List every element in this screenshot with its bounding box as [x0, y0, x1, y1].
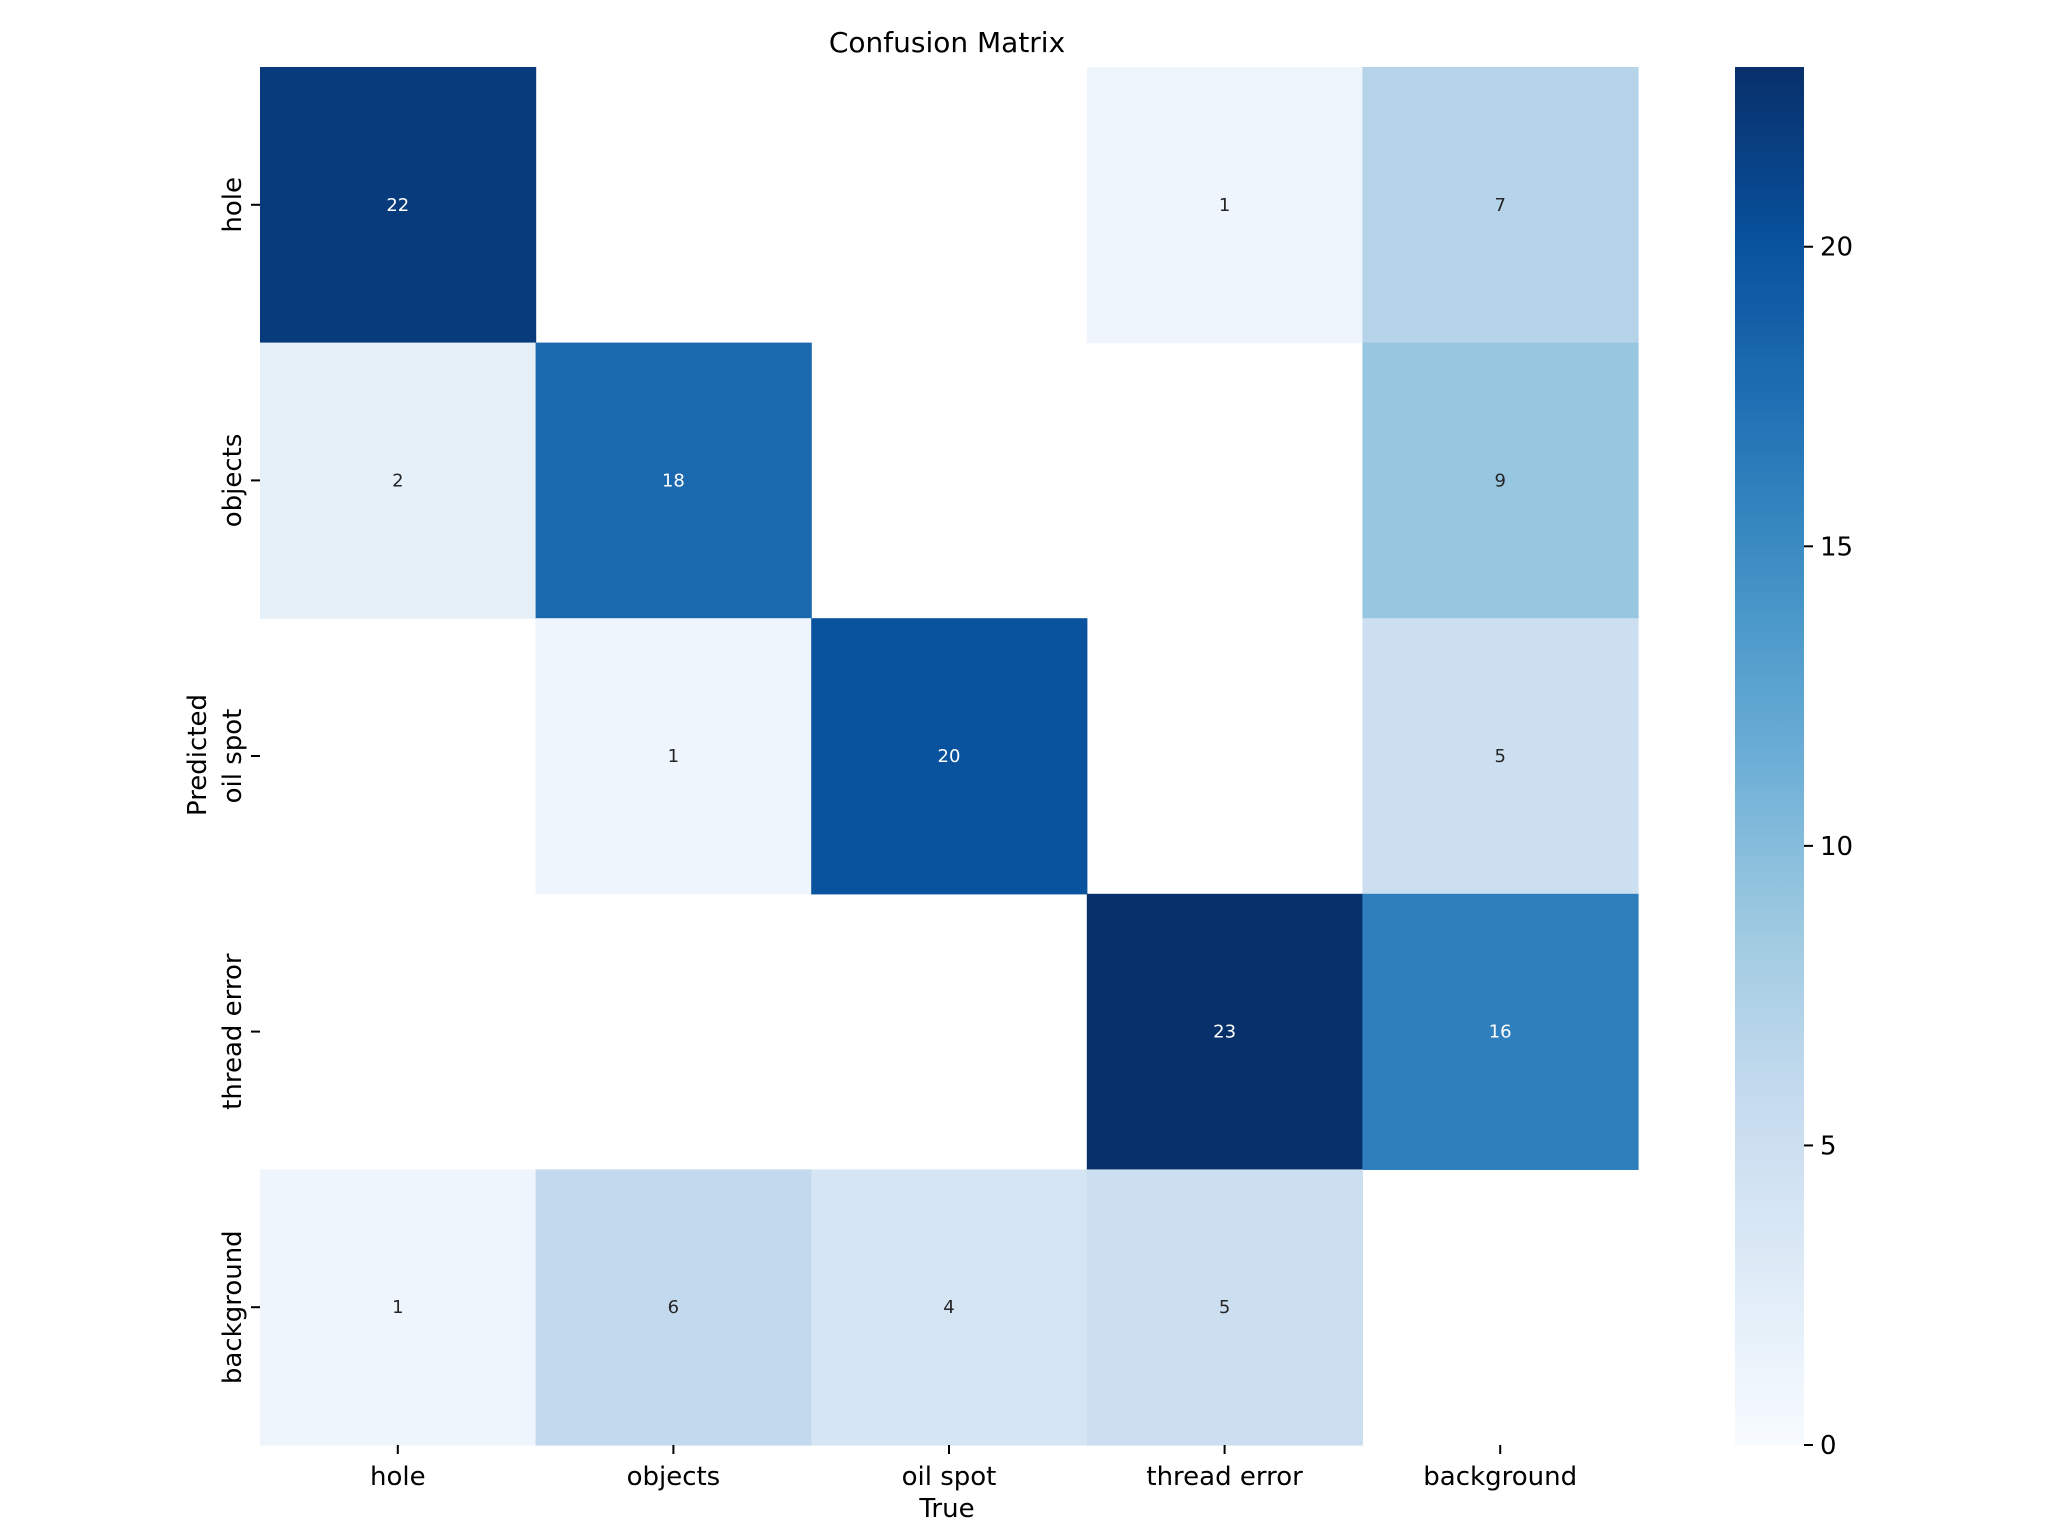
- x-tick-label-3: thread error: [1146, 1462, 1303, 1492]
- x-tick-label-1: objects: [627, 1462, 721, 1492]
- colorbar-tick-label-1: 5: [1820, 1131, 1837, 1161]
- colorbar-tick-label-4: 20: [1820, 233, 1853, 263]
- x-axis-label: True: [918, 1494, 974, 1524]
- heatmap-cell-r0-c0: [260, 67, 537, 344]
- heatmap-cell-labels: 22 1 72 18 91 20 523 161 6 4 5: [386, 195, 1511, 1318]
- x-tick-label-2: oil spot: [902, 1462, 997, 1492]
- x-axis-ticks: hole objects oil spot thread error backgroun…: [370, 1445, 1577, 1492]
- colorbar: 0 5 10 15 20: [1735, 67, 1853, 1461]
- x-tick-label-0: hole: [370, 1462, 426, 1492]
- heatmap-cell-r4-c2: [811, 1169, 1088, 1446]
- cell-value-label-r3-c3: 23: [1213, 1022, 1236, 1043]
- heatmap-cell-r3-c3: [1086, 893, 1363, 1170]
- heatmap-cell-r2-c2: [811, 618, 1088, 895]
- cell-value-label-r0-c0: 22: [386, 195, 409, 216]
- y-tick-label-3: thread error: [218, 953, 248, 1110]
- heatmap-cell-r1-c1: [535, 342, 812, 619]
- cell-value-label-r2-c4: 5: [1494, 746, 1505, 767]
- chart-title: Confusion Matrix: [829, 26, 1065, 59]
- heatmap-cell-r2-c1: [535, 618, 812, 895]
- heatmap-cell-r4-c1: [535, 1169, 812, 1446]
- y-axis-label: Predicted: [183, 694, 213, 816]
- heatmap-cell-r0-c3: [1086, 67, 1363, 344]
- heatmap-cell-r4-c3: [1086, 1169, 1363, 1446]
- cell-value-label-r3-c4: 16: [1489, 1022, 1512, 1043]
- cell-value-label-r2-c1: 1: [668, 746, 679, 767]
- y-tick-label-2: oil spot: [218, 709, 248, 804]
- cell-value-label-r2-c2: 20: [938, 746, 961, 767]
- cell-value-label-r1-c0: 2: [392, 470, 403, 491]
- cell-value-label-r4-c2: 4: [943, 1297, 954, 1318]
- heatmap-cell-r0-c4: [1362, 67, 1639, 344]
- x-tick-label-4: background: [1423, 1462, 1577, 1492]
- heatmap-cell-r2-c4: [1362, 618, 1639, 895]
- colorbar-gradient: [1735, 67, 1804, 1445]
- heatmap-cell-r1-c4: [1362, 342, 1639, 619]
- colorbar-tick-label-3: 15: [1820, 532, 1853, 562]
- cell-value-label-r1-c4: 9: [1494, 470, 1505, 491]
- y-tick-label-4: background: [218, 1230, 248, 1384]
- heatmap-cell-r3-c4: [1362, 893, 1639, 1170]
- y-tick-label-1: objects: [218, 434, 248, 528]
- cell-value-label-r1-c1: 18: [662, 470, 685, 491]
- colorbar-tick-label-2: 10: [1820, 832, 1853, 862]
- heatmap-cells: [260, 67, 1639, 1446]
- colorbar-tick-label-0: 0: [1820, 1431, 1837, 1461]
- cell-value-label-r4-c0: 1: [392, 1297, 403, 1318]
- cell-value-label-r0-c3: 1: [1219, 195, 1230, 216]
- heatmap-cell-r1-c0: [260, 342, 537, 619]
- cell-value-label-r4-c1: 6: [668, 1297, 679, 1318]
- heatmap-cell-r4-c0: [260, 1169, 537, 1446]
- cell-value-label-r4-c3: 5: [1219, 1297, 1230, 1318]
- y-axis-ticks: hole objects oil spot thread error backgroun…: [218, 177, 260, 1384]
- y-tick-label-0: hole: [218, 177, 248, 233]
- cell-value-label-r0-c4: 7: [1494, 195, 1505, 216]
